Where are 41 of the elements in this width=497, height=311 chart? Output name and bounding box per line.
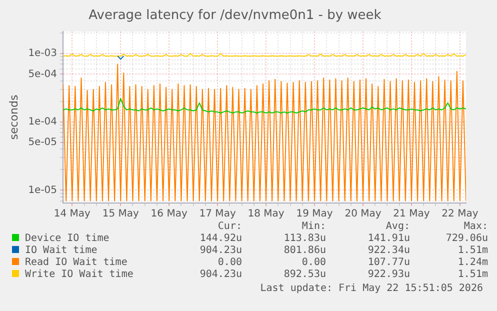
text: 801.86u — [282, 245, 326, 257]
text: 144.92u — [198, 233, 242, 245]
x-tick-label: 21 May — [393, 208, 430, 220]
text: Avg: — [384, 221, 410, 233]
legend-label: Read IO Wait time — [24, 257, 128, 269]
x-tick-label: 16 May — [150, 208, 188, 220]
text: 904.23u — [198, 269, 242, 281]
text: 1.51m — [456, 245, 488, 257]
text: 922.93u — [366, 269, 410, 281]
x-tick-label: 18 May — [248, 208, 284, 220]
text: Min: — [300, 221, 326, 233]
text: 1.51m — [456, 269, 488, 281]
x-tick-label: 20 May — [344, 208, 382, 220]
y-axis-title: seconds — [7, 94, 20, 140]
text: Cur: — [216, 221, 242, 233]
y-tick-label: 5e-04 — [28, 68, 58, 80]
y-tick-label: 1e-04 — [28, 116, 58, 128]
x-tick-label: 17 May — [199, 208, 236, 220]
text: 0.00 — [300, 257, 326, 269]
y-tick-label: 1e-05 — [28, 184, 58, 196]
text: 0.00 — [216, 257, 242, 269]
x-tick-label: 19 May — [296, 208, 333, 220]
y-tick-label: 5e-05 — [28, 137, 58, 148]
text: 113.83u — [282, 233, 326, 245]
text: 141.91u — [366, 233, 410, 245]
text: 892.53u — [282, 269, 326, 281]
legend-label: Device IO time — [24, 233, 110, 245]
x-tick-label: 14 May — [54, 208, 91, 220]
legend-label: IO Wait time — [24, 245, 98, 257]
text: 922.34u — [366, 245, 410, 257]
legend-label: Write IO Wait time — [24, 269, 134, 281]
text: 107.77u — [366, 257, 410, 269]
text: Max: — [462, 221, 488, 233]
x-tick-label: 15 May — [102, 208, 139, 220]
y-tick-label: 1e-03 — [28, 48, 58, 60]
text: 729.06u — [444, 233, 488, 245]
text: 904.23u — [198, 245, 242, 257]
text: 1.24m — [456, 257, 488, 269]
chart-title: Average latency for /dev/nvme0n1 - by week — [88, 8, 382, 24]
x-tick-label: 22 May — [442, 208, 478, 220]
text: Last update: Fri May 22 15:51:05 2026 — [260, 283, 483, 294]
